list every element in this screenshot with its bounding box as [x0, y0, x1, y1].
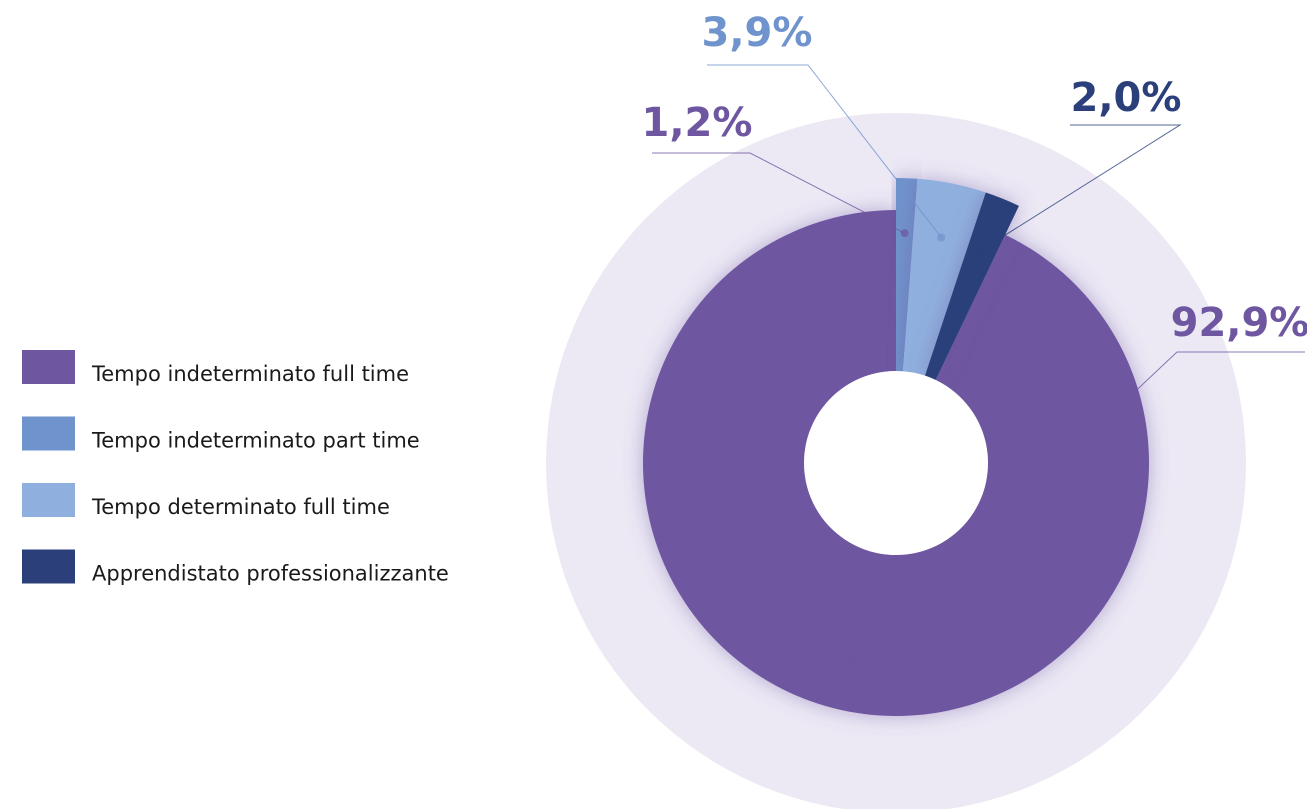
leader-dot	[847, 654, 856, 663]
leader-dot	[978, 245, 987, 254]
leader-dot	[900, 229, 909, 238]
legend-label: Tempo determinato full time	[91, 495, 390, 519]
legend-swatch	[22, 483, 75, 517]
labels: 92,9% 1,2% 3,9% 2,0%	[642, 10, 1307, 663]
value-label: 92,9%	[1171, 300, 1307, 346]
legend-label: Apprendistato professionalizzante	[92, 562, 449, 586]
legend-swatch	[22, 350, 75, 384]
leader-line	[851, 351, 1305, 659]
leader-line	[652, 152, 905, 234]
legend-swatch	[22, 549, 75, 584]
legend-swatch	[22, 416, 75, 451]
slice	[902, 178, 986, 376]
slice	[924, 192, 1019, 381]
slices	[643, 178, 1150, 716]
leader-line	[707, 64, 942, 238]
value-label: 2,0%	[1071, 75, 1182, 121]
leader-line	[981, 124, 1182, 251]
slice	[896, 178, 918, 372]
value-label: 3,9%	[702, 10, 813, 56]
value-label: 1,2%	[642, 100, 753, 146]
leader-dot	[937, 233, 946, 242]
slice	[643, 210, 1150, 716]
donut-hole	[804, 371, 988, 555]
legend-label: Tempo indeterminato full time	[91, 362, 409, 386]
legend-label: Tempo indeterminato part time	[91, 429, 420, 453]
legend: Tempo indeterminato full time Tempo indet…	[22, 350, 449, 586]
